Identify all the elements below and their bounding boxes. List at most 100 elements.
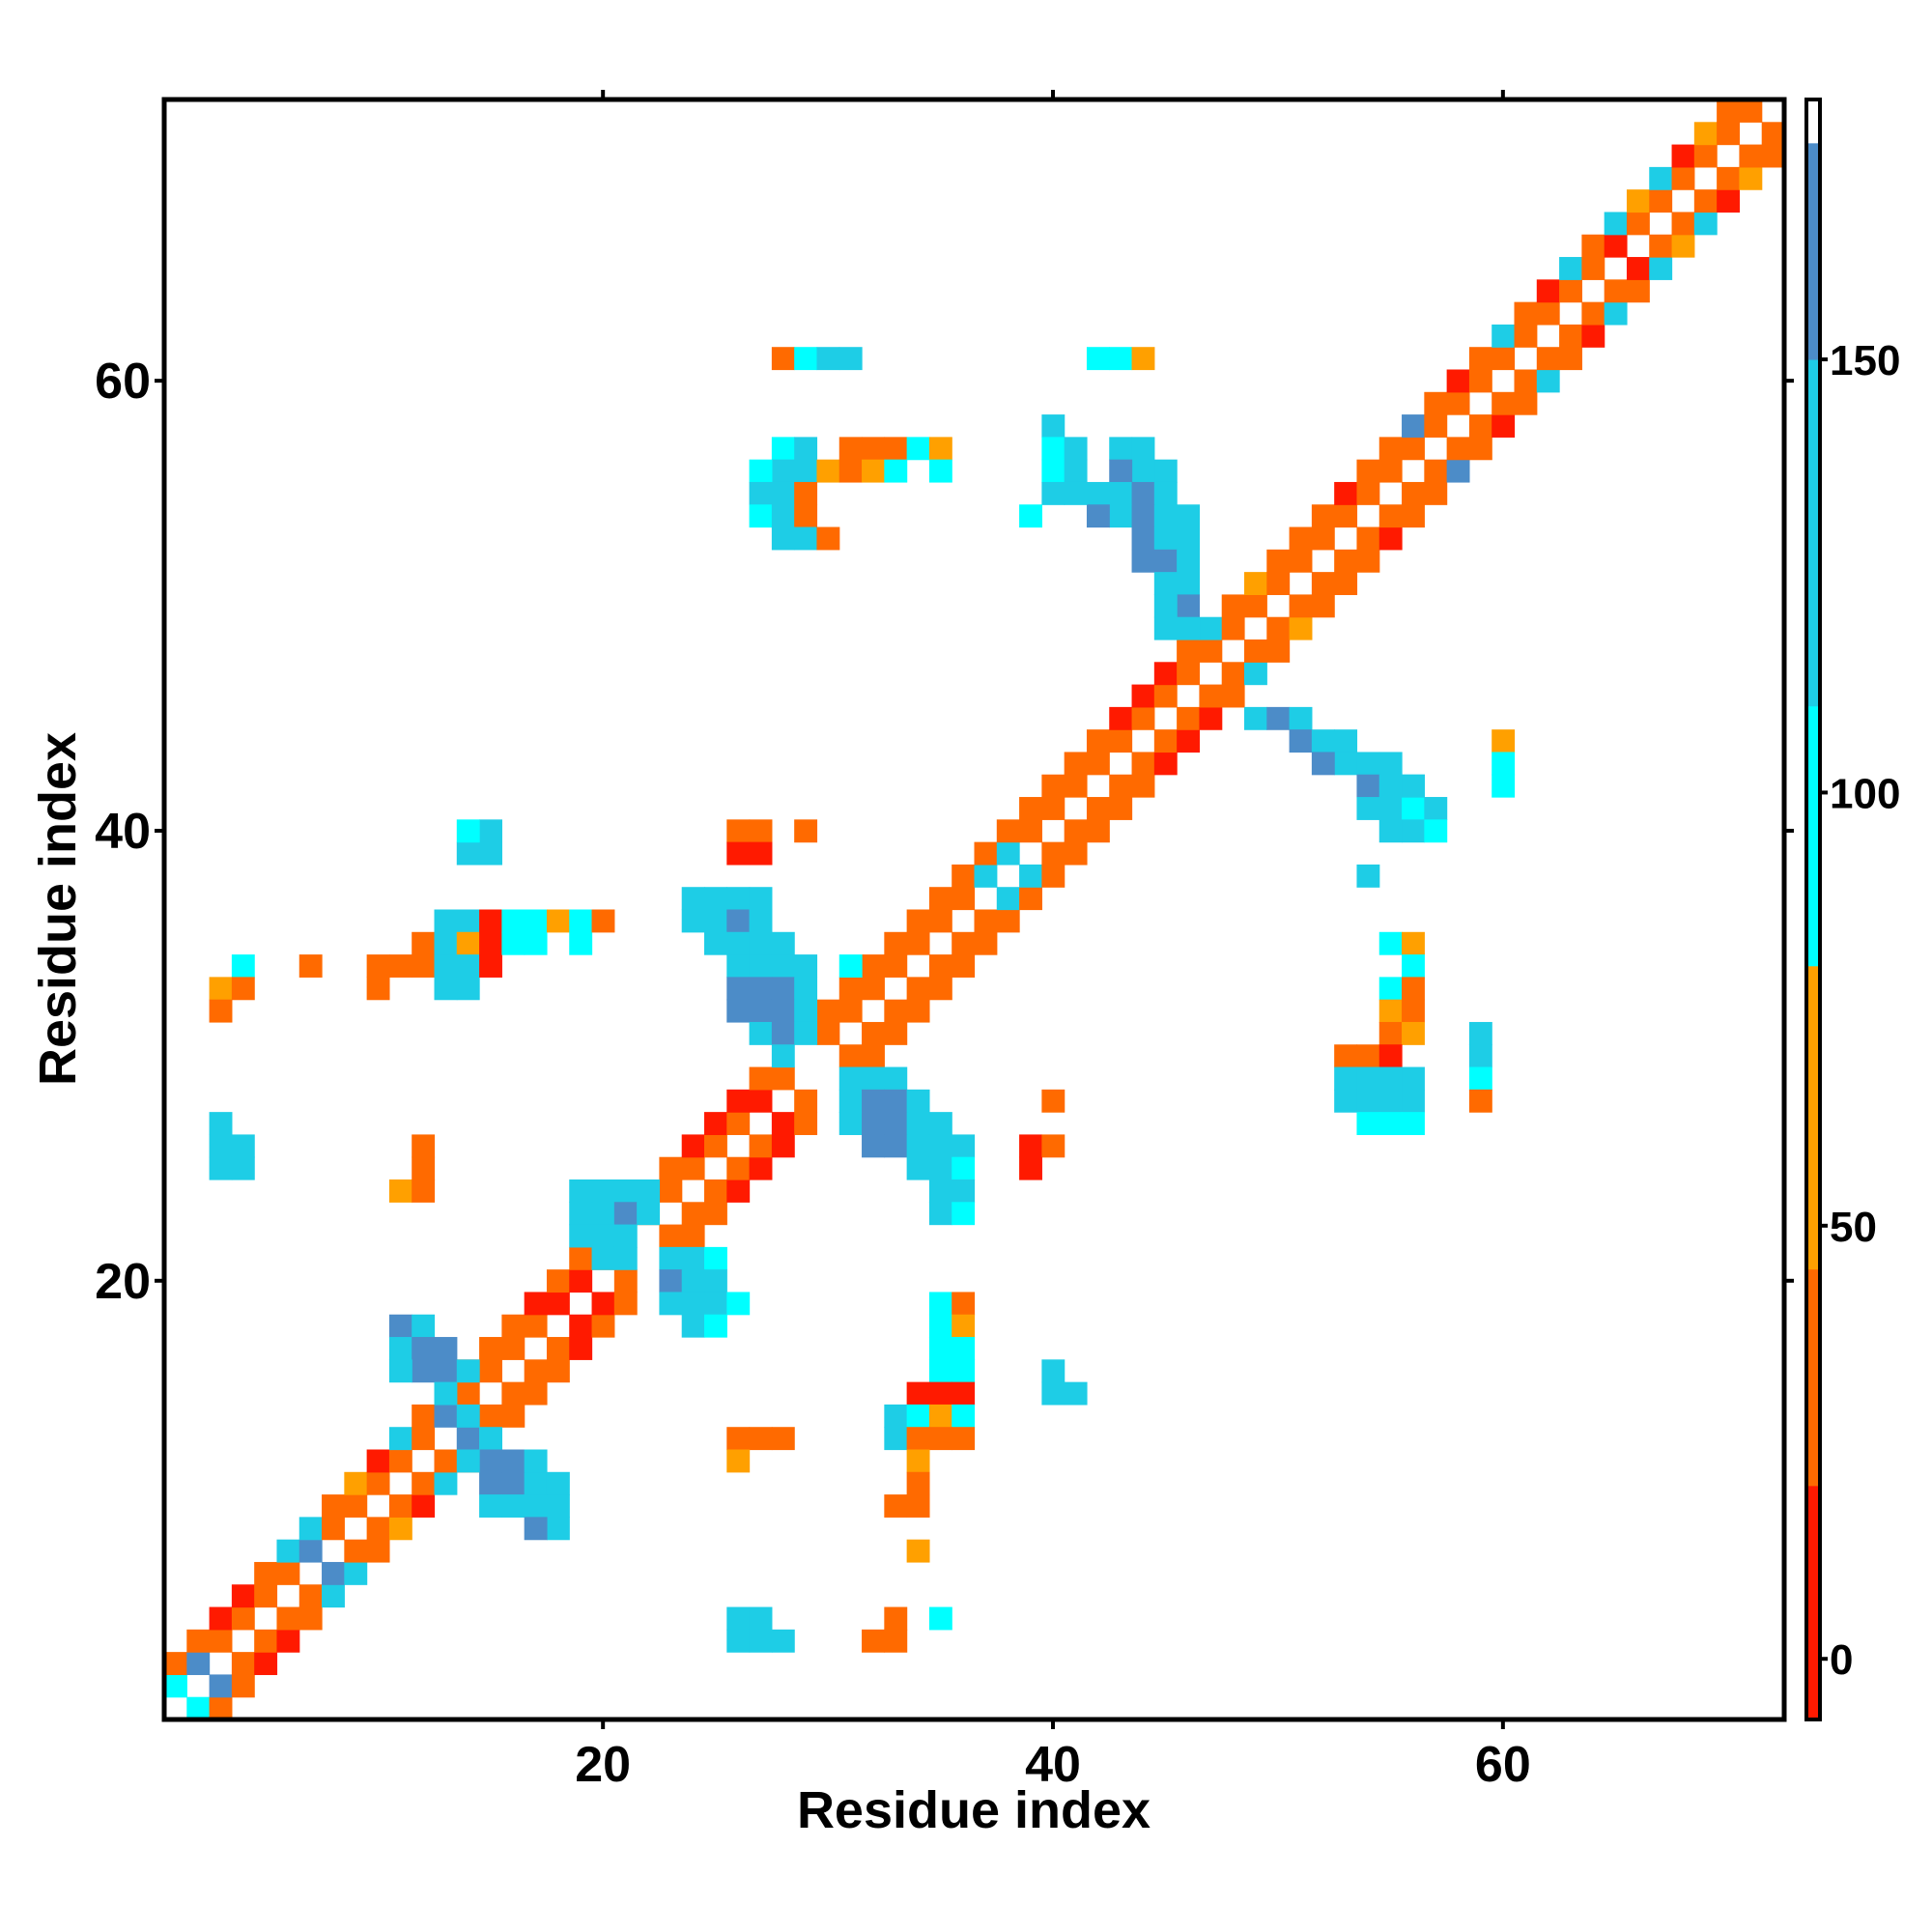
- heatmap-cell: [749, 1606, 773, 1631]
- heatmap-cell: [1693, 212, 1718, 236]
- heatmap-cell: [613, 1179, 638, 1203]
- heatmap-cell: [749, 1089, 773, 1113]
- heatmap-cell: [456, 1381, 480, 1406]
- heatmap-cell: [1378, 1044, 1403, 1068]
- heatmap-cell: [501, 1314, 526, 1338]
- heatmap-cell: [412, 1494, 436, 1518]
- heatmap-cell: [1199, 684, 1223, 708]
- heatmap-cell: [1177, 594, 1201, 618]
- heatmap-cell: [1378, 999, 1403, 1023]
- heatmap-cell: [928, 1404, 952, 1428]
- heatmap-cell: [501, 909, 526, 933]
- heatmap-cell: [479, 1449, 502, 1473]
- heatmap-cell: [1402, 774, 1425, 798]
- heatmap-cell: [906, 931, 930, 955]
- colorbar-segment: [1806, 705, 1820, 967]
- heatmap-cell: [838, 347, 863, 371]
- heatmap-cell: [1177, 639, 1201, 663]
- heatmap-cell: [838, 1044, 863, 1068]
- heatmap-cell: [1199, 706, 1223, 730]
- heatmap-cell: [412, 1179, 436, 1203]
- heatmap-cell: [862, 1021, 885, 1045]
- heatmap-cell: [434, 909, 458, 933]
- heatmap-cell: [524, 1381, 548, 1406]
- heatmap-cell: [209, 977, 233, 1001]
- heatmap-cell: [771, 459, 795, 483]
- heatmap-cell: [1041, 459, 1065, 483]
- heatmap-cell: [974, 864, 998, 888]
- heatmap-cell: [1109, 459, 1133, 483]
- heatmap-cell: [1266, 639, 1291, 663]
- heatmap-cell: [862, 954, 885, 978]
- heatmap-cell: [1378, 1066, 1403, 1091]
- heatmap-cell: [1536, 301, 1560, 326]
- heatmap-cell: [366, 977, 390, 1001]
- heatmap-cell: [569, 1246, 593, 1270]
- heatmap-cell: [1424, 481, 1448, 505]
- heatmap-cell: [412, 1427, 436, 1451]
- heatmap-cell: [794, 1089, 818, 1113]
- heatmap-cell: [164, 1652, 187, 1676]
- heatmap-cell: [591, 1224, 615, 1248]
- heatmap-cell: [1402, 954, 1425, 978]
- heatmap-cell: [928, 1314, 952, 1338]
- heatmap-cell: [1356, 1112, 1380, 1136]
- heatmap-cell: [906, 1471, 930, 1495]
- heatmap-cell: [816, 347, 840, 371]
- heatmap-cell: [322, 1517, 345, 1541]
- heatmap-cell: [952, 1314, 976, 1338]
- heatmap-cell: [1289, 706, 1313, 730]
- heatmap-cell: [344, 1471, 368, 1495]
- heatmap-cell: [952, 1337, 976, 1360]
- heatmap-cell: [1717, 166, 1741, 190]
- heatmap-cell: [546, 1292, 570, 1316]
- heatmap-cell: [952, 1134, 976, 1158]
- heatmap-cell: [928, 1202, 952, 1226]
- heatmap-cell: [1311, 729, 1335, 753]
- heatmap-cell: [862, 1044, 885, 1068]
- heatmap-cell: [1086, 481, 1110, 505]
- heatmap-cell: [613, 1224, 638, 1248]
- heatmap-cell: [928, 1134, 952, 1158]
- heatmap-cell: [681, 1269, 705, 1293]
- heatmap-cell: [569, 1314, 593, 1338]
- heatmap-cell: [1356, 1066, 1380, 1091]
- heatmap-cell: [974, 841, 998, 866]
- heatmap-cell: [613, 1246, 638, 1270]
- heatmap-cell: [1221, 662, 1245, 686]
- heatmap-cell: [1131, 706, 1155, 730]
- heatmap-cell: [884, 1089, 908, 1113]
- heatmap-cell: [838, 1066, 863, 1091]
- heatmap-cell: [1604, 234, 1628, 258]
- heatmap-cell: [1378, 459, 1403, 483]
- heatmap-cell: [412, 1404, 436, 1428]
- heatmap-cell: [479, 931, 502, 955]
- heatmap-cell: [906, 999, 930, 1023]
- heatmap-cell: [681, 1292, 705, 1316]
- heatmap-cell: [1514, 369, 1538, 393]
- heatmap-cell: [1402, 977, 1425, 1001]
- heatmap-cell: [613, 1269, 638, 1293]
- heatmap-cell: [254, 1629, 278, 1653]
- heatmap-cell: [952, 931, 976, 955]
- heatmap-cell: [794, 504, 818, 528]
- heatmap-cell: [1289, 594, 1313, 618]
- heatmap-cell: [1424, 819, 1448, 843]
- heatmap-cell: [704, 1134, 727, 1158]
- heatmap-cell: [1402, 504, 1425, 528]
- heatmap-cell: [1717, 99, 1741, 123]
- heatmap-cell: [1334, 1044, 1358, 1068]
- heatmap-cell: [456, 931, 480, 955]
- heatmap-cell: [1671, 166, 1695, 190]
- heatmap-cell: [524, 909, 548, 933]
- heatmap-cell: [1064, 752, 1088, 776]
- heatmap-cell: [928, 1427, 952, 1451]
- heatmap-cell: [1626, 257, 1650, 280]
- heatmap-cell: [1334, 549, 1358, 573]
- heatmap-cell: [1041, 481, 1065, 505]
- heatmap-cell: [388, 1359, 412, 1383]
- heatmap-cell: [1334, 504, 1358, 528]
- heatmap-cell: [996, 841, 1020, 866]
- heatmap-cell: [254, 1584, 278, 1608]
- heatmap-cell: [996, 819, 1020, 843]
